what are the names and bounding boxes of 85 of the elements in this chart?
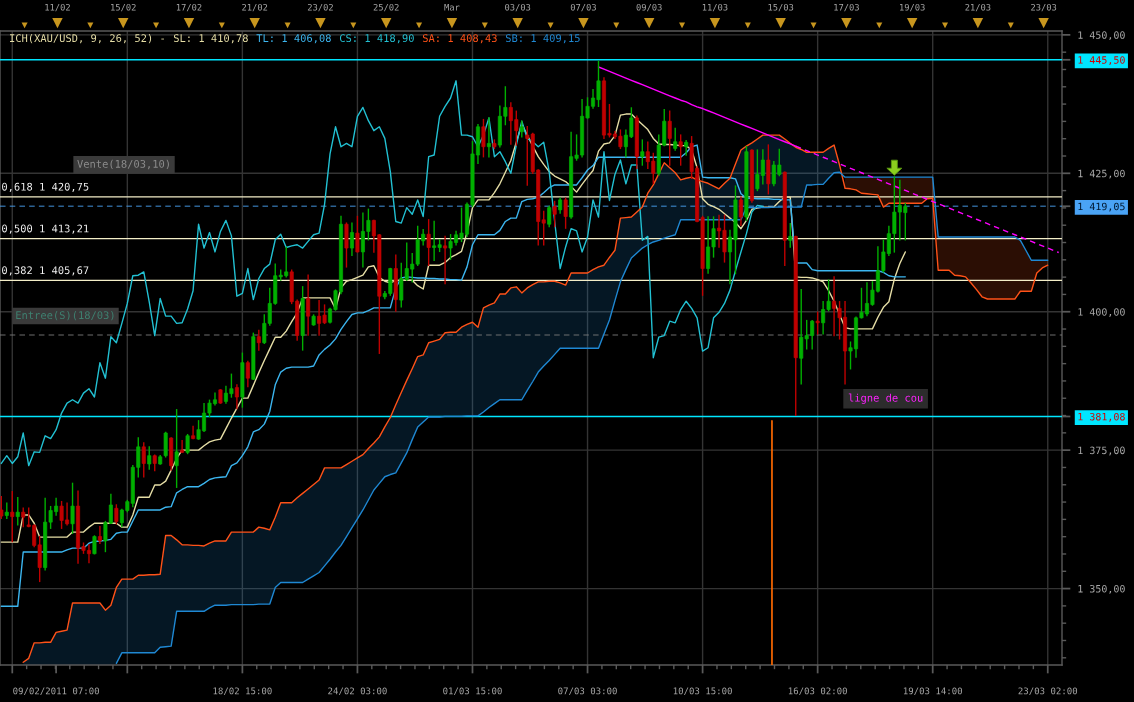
text: 25/02 [373,3,399,12]
text: 21/03 [965,3,991,12]
candlestick [191,425,196,440]
annotation: ligne de cou [848,393,923,404]
candlestick [486,117,491,158]
x-tick-label: 19/03 14:00 [903,687,963,695]
candlestick [256,329,261,351]
chart-title: ICH(XAU/USD, 9, 26, 52) - [10,34,164,44]
candlestick [147,446,152,470]
line-series [0,80,764,467]
x-tick-label: 18/02 15:00 [213,687,272,695]
candlestick [815,311,820,335]
y-tick-label: 1 400,00 [1078,308,1125,317]
candlestick [563,197,568,229]
ref-line-label: Entree(S)(18/03) [16,311,114,321]
text: Mar [444,4,460,11]
candlestick [141,442,146,478]
y-tick-label: 1 425,00 [1078,169,1125,179]
candlestick [97,525,102,544]
candlestick [673,127,678,151]
ref-line-label: 0,618 1 420,75 [2,182,89,192]
ref-line-label: 0,382 1 405,67 [2,266,89,276]
text: 11/03 [702,3,728,12]
y-tick-label: 1 350,00 [1078,584,1125,594]
x-tick-label: 10/03 15:00 [673,687,732,695]
line-series [0,113,907,543]
candlestick [443,235,448,285]
x-tick-label: 09/02/2011 07:00 [13,687,99,695]
text: 19/03 [900,3,925,12]
text: 17/03 [834,3,859,12]
text: 23/03 [1031,3,1057,12]
x-tick-label: 23/03 02:00 [1018,687,1078,695]
candlestick [234,384,239,410]
text: 15/02 [111,3,136,12]
x-tick-label: 01/03 15:00 [443,687,502,695]
candlestick [738,196,743,227]
candlestick [15,497,20,526]
candlestick [547,205,552,228]
text: 03/03 [505,3,531,12]
y-tick-label: 1 419,05 [1078,202,1125,212]
candlestick [21,507,26,528]
y-tick-label: 1 375,00 [1078,446,1125,456]
candlestick [70,482,75,534]
text: SA: 1 408,43 [422,34,497,44]
text: SL: 1 410,78 [173,34,248,44]
y-tick-label: 1 450,00 [1078,31,1125,41]
text: 09/03 [636,3,662,12]
y-tick-label: 1 445,50 [1078,56,1125,66]
text: 11/02 [45,3,70,12]
text: SB: 1 409,15 [505,34,580,44]
candlestick [0,495,4,519]
y-tick-label: 1 381,08 [1078,412,1125,422]
candlestick [10,490,15,543]
candlestick [667,110,672,166]
candlestick [481,118,486,158]
x-tick-label: 07/03 03:00 [558,687,617,695]
candlestick [163,431,168,458]
text: 15/03 [768,3,794,12]
candlestick [344,222,349,268]
candlestick [552,200,557,228]
candlestick [766,144,771,195]
x-tick-label: 16/03 02:00 [788,687,847,695]
text: 07/03 [570,3,596,12]
candlestick [174,409,179,488]
text: TL: 1 406,08 [256,34,331,44]
candlestick [349,222,354,256]
x-tick-label: 24/02 03:00 [328,687,387,695]
candlestick [355,215,360,253]
line-series [0,144,907,608]
candlestick [788,222,793,248]
candlestick [640,139,645,166]
text: 21/02 [242,3,268,12]
text: 23/02 [307,3,333,12]
candlestick [114,504,119,525]
candlestick [180,440,185,454]
text: 17/02 [176,3,202,12]
candlestick [245,360,250,388]
candlestick [684,139,689,156]
candlestick [678,134,683,166]
candlestick [426,219,431,266]
text: CS: 1 418,90 [339,34,414,44]
annotation: Vente(18/03,10) [77,159,169,170]
candlestick [306,274,311,336]
candlestick [185,433,190,455]
ref-line-label: 0,500 1 413,21 [2,224,89,234]
